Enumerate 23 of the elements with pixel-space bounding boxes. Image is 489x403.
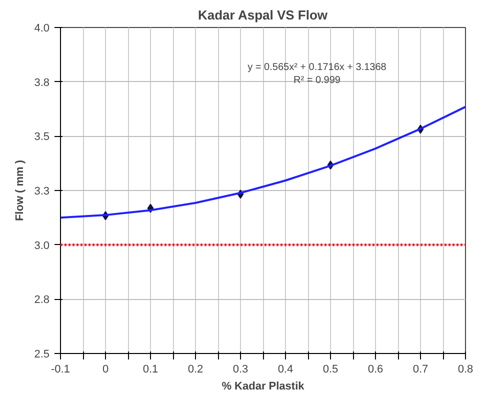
y-axis-title: Flow ( mm ) <box>14 160 26 222</box>
line-series <box>60 106 466 219</box>
x-tick-label: 0.1 <box>142 364 158 376</box>
y-tick-label: 2.8 <box>34 294 50 306</box>
y-tick-label: 4.0 <box>34 22 50 34</box>
y-tick-label: 3.0 <box>34 240 50 252</box>
x-tick-label: -0.1 <box>51 364 70 376</box>
chart-title: Kadar Aspal VS Flow <box>198 8 328 22</box>
x-tick-label: 0.5 <box>322 364 338 376</box>
x-tick-label: 0.4 <box>278 364 294 376</box>
x-tick-label: 0.2 <box>188 364 204 376</box>
x-tick-label: 0.6 <box>368 364 384 376</box>
x-axis-title: % Kadar Plastik <box>222 380 306 392</box>
x-tick-label: 0.8 <box>458 364 474 376</box>
y-tick-label: 3.5 <box>34 131 50 144</box>
x-tick-label: 0 <box>102 364 109 376</box>
y-tick-label: 3.3 <box>34 186 50 198</box>
x-tick-label: 0.3 <box>232 364 248 376</box>
y-tick-label: 3.8 <box>34 76 50 89</box>
y-tick-label: 2.5 <box>34 348 50 360</box>
x-tick-label: 0.7 <box>412 364 428 376</box>
annotation: y = 0.565x² + 0.1716x + 3.1368 <box>248 62 387 74</box>
annotation: R² = 0.999 <box>294 75 341 86</box>
